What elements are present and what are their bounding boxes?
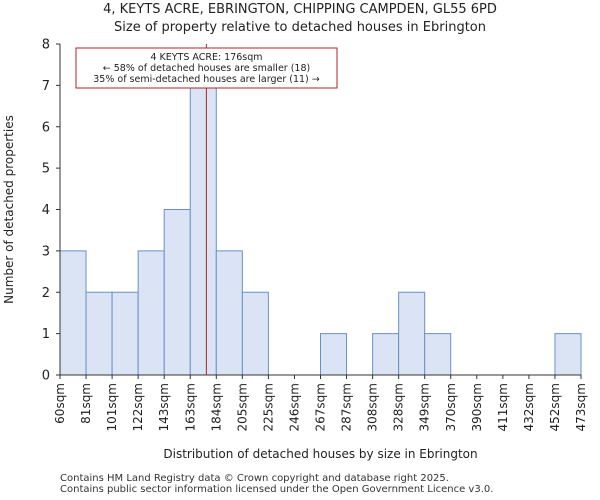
annotation-line-3: 35% of semi-detached houses are larger (… [93,74,320,85]
x-tick-label-287sqm: 287sqm [340,383,354,431]
x-tick-label-473sqm: 473sqm [574,383,588,431]
x-tick-label-225sqm: 225sqm [261,383,275,431]
x-tick-label-143sqm: 143sqm [157,383,171,431]
bar-60sqm [59,250,87,376]
footer-copyright: Contains HM Land Registry data © Crown c… [60,473,449,484]
y-tick-label-6: 6 [42,120,50,135]
bar-81sqm [85,291,113,376]
y-tick-label-3: 3 [42,244,50,259]
x-tick-label-163sqm: 163sqm [183,383,197,431]
x-tick-label-411sqm: 411sqm [496,383,510,431]
x-tick-label-452sqm: 452sqm [548,383,562,431]
x-tick-label-246sqm: 246sqm [287,383,301,431]
x-tick-label-184sqm: 184sqm [209,383,223,431]
y-tick-label-8: 8 [42,38,50,53]
x-tick-label-205sqm: 205sqm [235,383,249,431]
x-tick-label-349sqm: 349sqm [418,383,432,431]
x-tick-label-60sqm: 60sqm [53,383,67,424]
bar-349sqm [424,333,452,376]
annotation-box [75,47,338,89]
x-tick-label-267sqm: 267sqm [314,383,328,431]
bar-328sqm [398,291,426,376]
y-tick-label-2: 2 [42,286,50,301]
x-tick-label-370sqm: 370sqm [444,383,458,431]
x-tick-label-308sqm: 308sqm [366,383,380,431]
chart-subtitle: Size of property relative to detached ho… [114,20,486,35]
y-tick-label-0: 0 [42,369,50,384]
x-tick-label-81sqm: 81sqm [79,383,93,424]
y-tick-label-5: 5 [42,162,50,177]
x-tick-label-390sqm: 390sqm [470,383,484,431]
bar-143sqm [163,209,191,376]
x-axis-title: Distribution of detached houses by size … [163,447,477,461]
x-tick-label-328sqm: 328sqm [392,383,406,431]
annotation-line-1: 4 KEYTS ACRE: 176sqm [150,52,262,63]
bar-308sqm [372,333,400,376]
bar-452sqm [554,333,582,376]
annotation-line-2: ← 58% of detached houses are smaller (18… [103,63,310,74]
x-tick-label-432sqm: 432sqm [522,383,536,431]
x-tick-label-122sqm: 122sqm [131,383,145,431]
y-tick-label-4: 4 [42,203,50,218]
bar-101sqm [111,291,139,376]
bar-122sqm [137,250,165,376]
bar-163sqm [189,84,217,376]
bar-267sqm [320,333,348,376]
footer-licence: Contains public sector information licen… [60,484,494,495]
y-tick-label-7: 7 [42,79,50,94]
y-tick-label-1: 1 [42,327,50,342]
y-axis-title: Number of detached properties [2,115,16,304]
x-tick-label-101sqm: 101sqm [105,383,119,431]
chart-title: 4, KEYTS ACRE, EBRINGTON, CHIPPING CAMPD… [103,2,497,17]
bar-184sqm [215,250,243,376]
bar-205sqm [241,291,269,376]
